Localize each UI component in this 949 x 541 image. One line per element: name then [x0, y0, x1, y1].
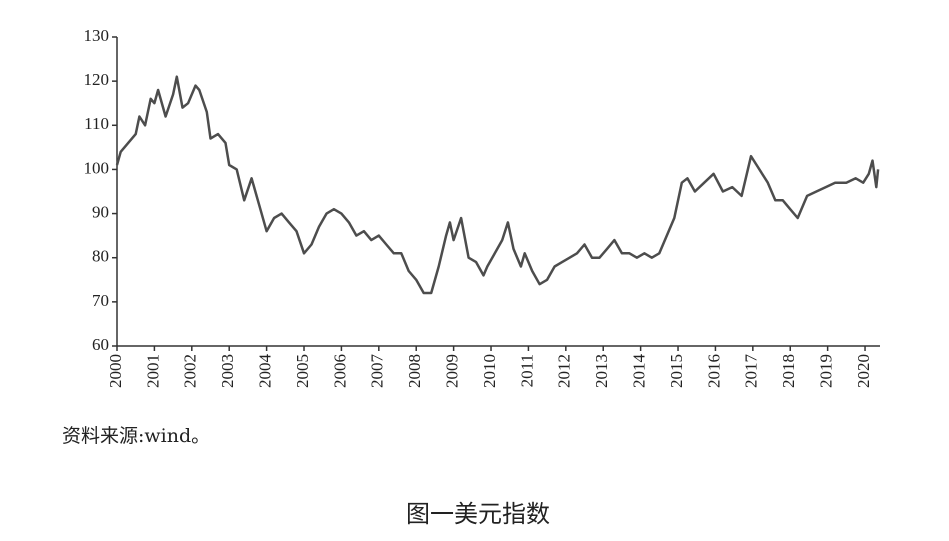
x-tick-label: 2001	[143, 354, 162, 388]
y-tick-label: 100	[84, 158, 110, 177]
y-tick-label: 120	[84, 70, 110, 89]
x-tick-label: 2015	[667, 354, 686, 388]
x-tick-label: 2006	[330, 354, 349, 388]
x-tick-label: 2000	[106, 354, 125, 388]
x-tick-label: 2011	[517, 354, 536, 387]
x-tick-label: 2009	[443, 354, 462, 388]
y-tick-label: 130	[84, 26, 110, 45]
y-tick-label: 110	[84, 114, 109, 133]
chart-title: 图一美元指数	[406, 500, 550, 528]
data-line	[115, 75, 880, 295]
x-tick-label: 2008	[405, 354, 424, 388]
y-tick-label: 90	[92, 202, 109, 221]
y-tick-label: 60	[92, 335, 109, 354]
x-tick-label: 2007	[368, 354, 387, 389]
y-tick-label: 70	[92, 291, 109, 310]
y-tick-label: 80	[92, 247, 109, 266]
x-tick-label: 2013	[592, 354, 611, 388]
x-tick-label: 2016	[704, 354, 723, 388]
x-tick-label: 2014	[630, 354, 649, 389]
x-tick-label: 2004	[256, 354, 275, 389]
x-tick-label: 2002	[181, 354, 200, 388]
x-tick-label: 2003	[218, 354, 237, 388]
x-tick-label: 2020	[854, 354, 873, 388]
x-tick-label: 2005	[293, 354, 312, 388]
source-note: 资料来源:wind。	[62, 425, 210, 447]
x-tick-label: 2010	[480, 354, 499, 388]
x-tick-label: 2012	[555, 354, 574, 388]
x-tick-label: 2019	[817, 354, 836, 388]
x-tick-label: 2017	[742, 354, 761, 389]
x-tick-label: 2018	[779, 354, 798, 388]
